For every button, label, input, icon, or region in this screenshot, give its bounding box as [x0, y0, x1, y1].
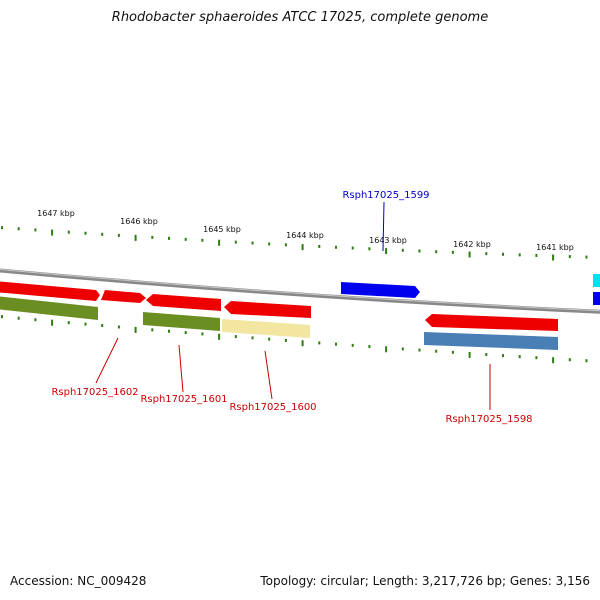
gene-labels: Rsph17025_1602 Rsph17025_1601 Rsph17025_…: [51, 190, 532, 425]
scale-ticks: [1, 226, 588, 364]
gene-arrow[interactable]: [224, 301, 311, 318]
gene-label[interactable]: Rsph17025_1601: [140, 394, 227, 405]
scale-labels: 1647 kbp 1646 kbp 1645 kbp 1644 kbp 1643…: [37, 209, 574, 252]
genome-backbone: [0, 268, 600, 314]
gene-arrow[interactable]: [341, 282, 420, 298]
gene-label[interactable]: Rsph17025_1599: [342, 190, 429, 201]
genome-backbone-highlight: [0, 268, 600, 312]
gene-label[interactable]: Rsph17025_1602: [51, 387, 138, 398]
gene-label[interactable]: Rsph17025_1598: [445, 414, 532, 425]
scale-label: 1643 kbp: [369, 236, 407, 245]
gene-arrow[interactable]: [424, 332, 558, 350]
gene-arrow[interactable]: [0, 296, 98, 320]
leader-line: [95, 337, 119, 384]
gene-label[interactable]: Rsph17025_1600: [229, 402, 316, 413]
scale-label: 1647 kbp: [37, 209, 75, 218]
footer-accession: Accession: NC_009428: [10, 574, 147, 588]
gene-arrow[interactable]: [593, 274, 600, 287]
page-title: Rhodobacter sphaeroides ATCC 17025, comp…: [111, 10, 489, 25]
leader-line: [178, 344, 184, 393]
scale-label: 1645 kbp: [203, 225, 241, 234]
gene-features: [0, 274, 600, 350]
gene-arrow[interactable]: [593, 292, 600, 305]
scale-label: 1642 kbp: [453, 240, 491, 249]
gene-arrow[interactable]: [222, 319, 310, 338]
gene-leaders: [95, 201, 491, 410]
gene-arrow[interactable]: [101, 290, 146, 303]
scale-label: 1644 kbp: [286, 231, 324, 240]
gene-arrow[interactable]: [0, 281, 100, 301]
leader-line: [264, 350, 273, 400]
gene-arrow[interactable]: [143, 312, 220, 331]
footer-stats: Topology: circular; Length: 3,217,726 bp…: [260, 574, 590, 588]
scale-label: 1641 kbp: [536, 243, 574, 252]
gene-arrow[interactable]: [425, 314, 558, 331]
gene-arrow[interactable]: [146, 294, 221, 311]
leader-line: [382, 201, 385, 252]
scale-label: 1646 kbp: [120, 217, 158, 226]
